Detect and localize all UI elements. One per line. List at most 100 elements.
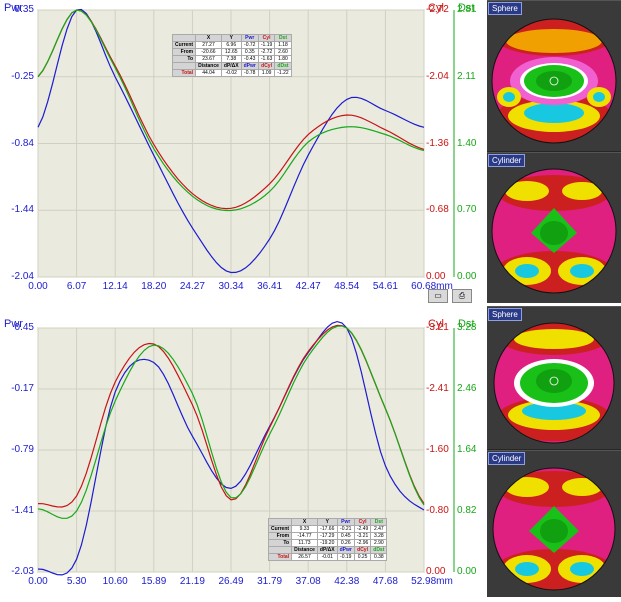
- table-header-cell: dPwr: [336, 546, 355, 554]
- table-cell: 9.33: [291, 525, 318, 533]
- table-header-cell: [267, 546, 293, 554]
- table-row: From -14.77 -17.29 0.45 -3.21 3.28: [267, 532, 388, 540]
- bottom-cyl-axis-label: Cyl: [428, 318, 444, 330]
- cylinder-map-title: Cylinder: [488, 154, 526, 167]
- bottom-dst-axis-label: Dst: [458, 318, 475, 330]
- cyl-tick-label: -2.41: [426, 383, 449, 394]
- sphere-map-bottom[interactable]: Sphere: [487, 306, 621, 449]
- cyl-tick-label: -1.36: [426, 137, 449, 149]
- table-header-cell: Distance: [195, 62, 222, 70]
- top-pwr-axis-label: Pwr: [4, 2, 23, 14]
- table-cell: -2.72: [257, 48, 276, 56]
- table-cell: 26.57: [291, 553, 318, 561]
- cyl-tick-label: -1.60: [426, 444, 449, 455]
- x-tick-label: 15.89: [141, 576, 167, 587]
- table-header-cell: dP/ΔX: [316, 546, 338, 554]
- table-cell: From: [171, 48, 197, 56]
- table-cell: 0.35: [240, 48, 259, 56]
- table-header-cell: Y: [220, 34, 242, 42]
- table-header-cell: Dst: [274, 34, 292, 42]
- table-cell: From: [267, 532, 293, 540]
- dst-tick-label: 0.70: [457, 204, 477, 216]
- cyl-tick-label: -0.68: [426, 204, 449, 216]
- table-header-cell: [171, 34, 197, 42]
- cyl-tick-label: 0.00: [426, 271, 446, 282]
- x-tick-label: 5.30: [66, 576, 87, 587]
- table-cell: To: [267, 539, 293, 547]
- x-tick-label: 52.98mm: [411, 576, 453, 587]
- top-profile-panel: Pwr Cyl Dst 0.35 -0.25 -0.84 -1.44 -2.04 -2.…: [0, 0, 487, 303]
- table-header-cell: dCyl: [257, 62, 276, 70]
- cyl-tick-label: -3.21: [426, 322, 449, 333]
- dst-tick-label: 1.40: [457, 137, 477, 149]
- sphere-map-top[interactable]: Sphere: [487, 0, 621, 151]
- cylinder-map-image-bottom: [492, 467, 616, 591]
- table-cell: 0.26: [336, 539, 355, 547]
- table-cell: -1.19: [257, 41, 276, 49]
- table-cell: -3.21: [353, 532, 372, 540]
- dst-tick-label: 0.00: [457, 271, 477, 282]
- top-measurement-table: X Y Pwr Cyl Dst Current 27.27 6.96 -0.72 -1.19 1.1…: [171, 34, 292, 77]
- table-cell: 23.67: [195, 55, 222, 63]
- table-header-cell: Distance: [291, 546, 318, 554]
- table-row: Total 44.04 -0.02 -0.78 1.09 -1.22: [171, 69, 292, 77]
- table-header-cell: [267, 518, 293, 526]
- dst-tick-label: 2.81: [457, 4, 477, 15]
- table-cell: -0.78: [240, 69, 259, 77]
- x-tick-label: 30.34: [218, 281, 244, 292]
- cyl-tick-label: -0.80: [426, 505, 449, 516]
- table-cell: 2.60: [274, 48, 292, 56]
- x-tick-label: 37.08: [295, 576, 321, 587]
- table-header-cell: X: [195, 34, 222, 42]
- x-tick-label: 60.68mm: [411, 281, 453, 292]
- pwr-tick-label: -2.03: [11, 566, 34, 577]
- cylinder-map-title-bottom: Cylinder: [488, 452, 526, 465]
- table-cell: -20.66: [195, 48, 222, 56]
- table-cell: -1.63: [257, 55, 276, 63]
- table-cell: 27.27: [195, 41, 222, 49]
- series-line-pwr: [37, 8, 425, 274]
- table-cell: 1.18: [274, 41, 292, 49]
- cylinder-map-bottom[interactable]: Cylinder: [487, 450, 621, 597]
- top-minimize-button[interactable]: ▭: [428, 289, 448, 303]
- bottom-profile-chart[interactable]: [0, 306, 487, 596]
- table-row: To 11.73 -19.20 0.26 -2.96 2.90: [267, 539, 388, 547]
- dst-tick-label: 0.82: [457, 505, 477, 516]
- table-cell: -19.20: [316, 539, 338, 547]
- cyl-tick-label: 0.00: [426, 566, 446, 577]
- table-cell: 6.96: [220, 41, 242, 49]
- x-tick-label: 10.60: [102, 576, 128, 587]
- table-cell: 0.45: [336, 532, 355, 540]
- table-row: From -20.66 12.65 0.35 -2.72 2.60: [171, 48, 292, 56]
- table-cell: 0.25: [353, 553, 372, 561]
- x-tick-label: 24.27: [179, 281, 205, 292]
- table-cell: Total: [267, 553, 293, 561]
- table-cell: -0.01: [316, 553, 338, 561]
- cyl-tick-label: -2.04: [426, 70, 449, 82]
- table-cell: 12.65: [220, 48, 242, 56]
- table-cell: -17.66: [316, 525, 338, 533]
- table-header-cell: Dst: [370, 518, 388, 526]
- sphere-map-title: Sphere: [488, 2, 522, 15]
- sphere-map-title-bottom: Sphere: [488, 308, 522, 321]
- x-tick-label: 42.47: [295, 281, 321, 292]
- table-cell: 1.09: [257, 69, 276, 77]
- x-tick-label: 0.00: [28, 576, 48, 587]
- table-row: Current 27.27 6.96 -0.72 -1.19 1.18: [171, 41, 292, 49]
- table-cell: Current: [267, 525, 293, 533]
- top-print-button[interactable]: ⎙: [452, 289, 472, 303]
- cylinder-map-top[interactable]: Cylinder: [487, 152, 621, 303]
- top-cyl-axis-label: Cyl: [428, 2, 444, 14]
- table-cell: -0.21: [336, 525, 355, 533]
- table-header-cell: dPwr: [240, 62, 259, 70]
- table-cell: 1.80: [274, 55, 292, 63]
- table-header-cell: dCyl: [353, 546, 372, 554]
- cyl-tick-label: -2.72: [426, 4, 449, 15]
- x-tick-label: 26.49: [218, 576, 244, 587]
- bottom-measurement-table: X Y Pwr Cyl Dst Current 9.33 -17.66 -0.21 -2.49 2.…: [267, 518, 388, 561]
- dst-tick-label: 2.11: [457, 70, 476, 82]
- dst-tick-label: 2.46: [457, 383, 477, 394]
- table-row: Distance dP/ΔX dPwr dCyl dDst: [267, 546, 388, 554]
- pwr-tick-label: -1.41: [11, 505, 34, 516]
- dst-tick-label: 0.00: [457, 566, 477, 577]
